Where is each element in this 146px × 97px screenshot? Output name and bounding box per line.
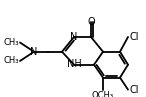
Text: O: O — [87, 17, 95, 27]
Text: N: N — [70, 32, 78, 42]
Text: CH₃: CH₃ — [4, 38, 19, 47]
Text: Cl: Cl — [130, 85, 139, 95]
Text: CH₃: CH₃ — [4, 56, 19, 65]
Text: OCH₃: OCH₃ — [92, 91, 114, 97]
Text: NH: NH — [67, 59, 81, 69]
Text: N: N — [30, 47, 38, 57]
Text: Cl: Cl — [130, 32, 139, 42]
